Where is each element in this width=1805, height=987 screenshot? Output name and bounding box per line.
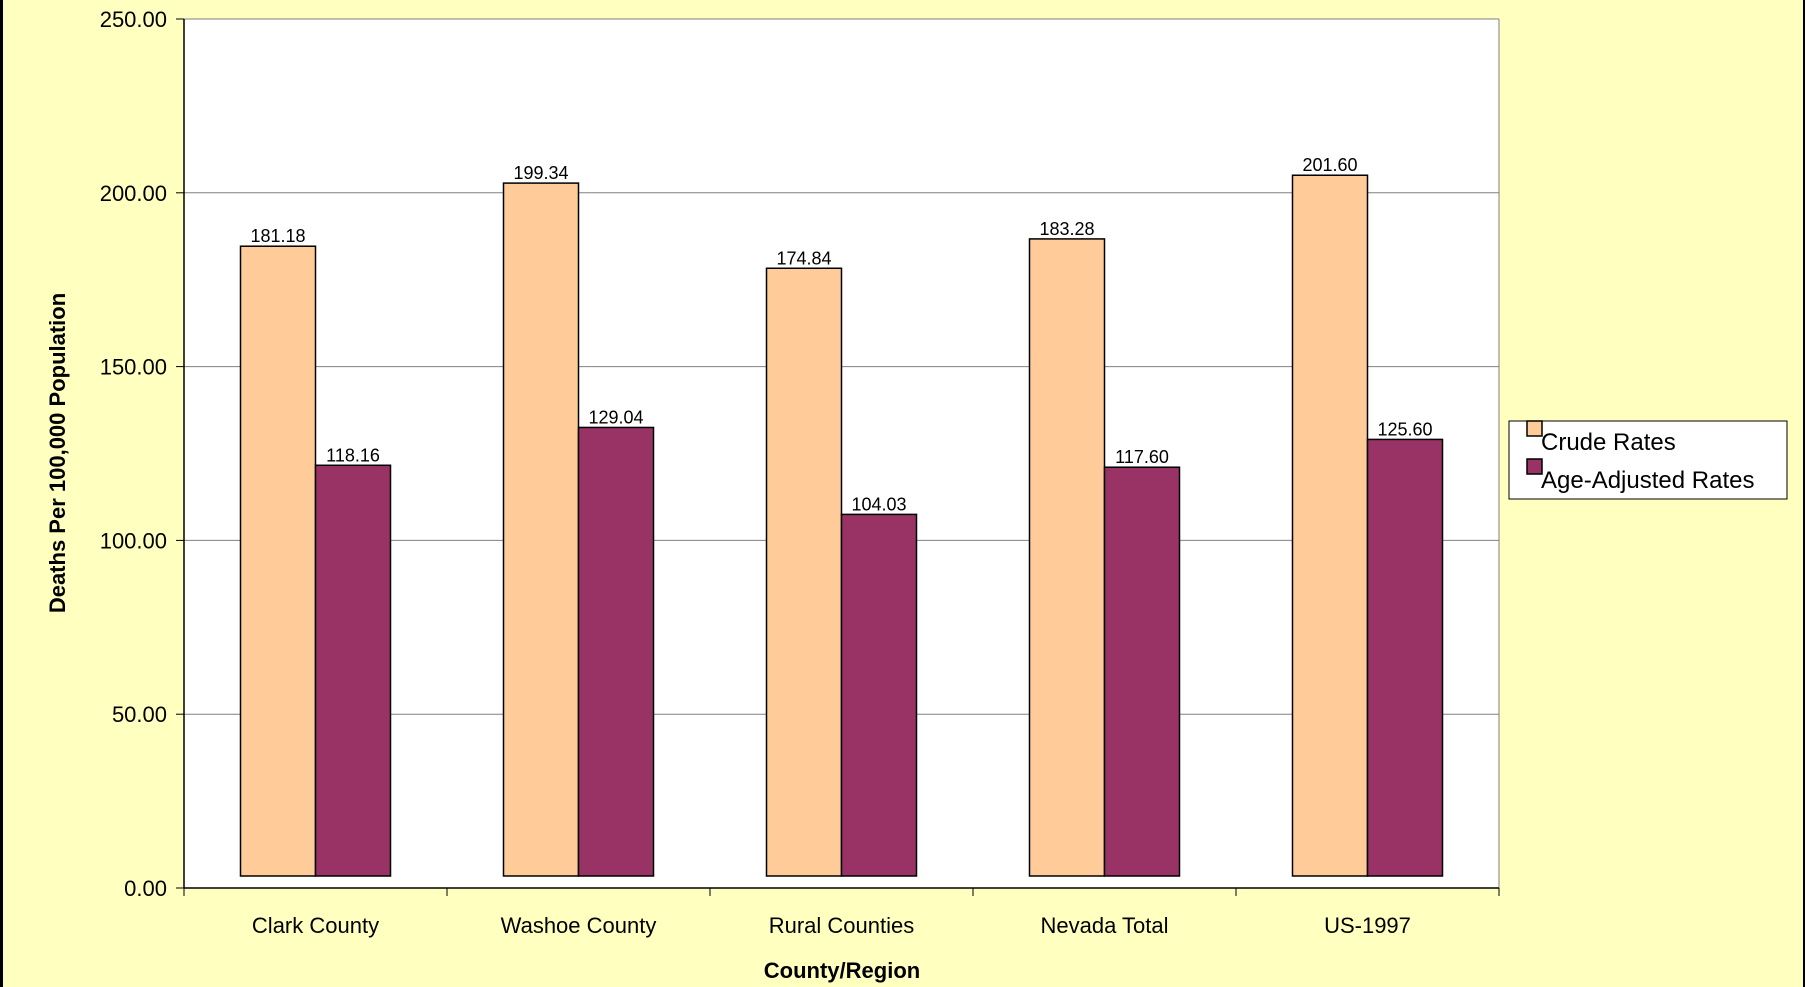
data-label: 125.60 [1377, 419, 1432, 439]
x-tick-label: Nevada Total [1040, 913, 1168, 938]
x-tick-label: Rural Counties [769, 913, 915, 938]
y-tick-label: 100.00 [100, 528, 167, 553]
data-label: 117.60 [1115, 447, 1169, 467]
data-labels: 181.18 199.34 174.84 183.28 201.60 118.16 129.… [250, 155, 1432, 514]
bar-age-adjusted-rate [840, 513, 918, 877]
axes: 0.00 50.00 100.00 150.00 200.00 250.00 Clark C… [100, 7, 1500, 938]
bar-crude-rate [1028, 238, 1106, 877]
legend-label-age-adjusted: Age-Adjusted Rates [1541, 467, 1754, 494]
x-tick-label: US-1997 [1324, 913, 1411, 938]
data-label: 174.84 [776, 248, 831, 268]
data-label: 201.60 [1302, 155, 1357, 175]
bar-age-adjusted-rate [314, 464, 392, 877]
x-tick-label: Clark County [252, 913, 379, 938]
x-axis-title: County/Region [764, 958, 920, 983]
x-tick-label: Washoe County [501, 913, 657, 938]
bar-chart: 0.00 50.00 100.00 150.00 200.00 250.00 Clark C… [45, 7, 1788, 983]
y-tick-label: 50.00 [112, 702, 167, 727]
data-label: 129.04 [588, 407, 643, 427]
legend-swatch-crude [1526, 420, 1543, 437]
bar-age-adjusted-rate [1103, 466, 1181, 877]
legend-label-crude: Crude Rates [1541, 429, 1676, 456]
legend-box [1508, 420, 1788, 500]
data-label: 199.34 [513, 163, 568, 183]
bar-age-adjusted-rate [577, 426, 655, 877]
data-label: 118.16 [326, 445, 380, 465]
data-label: 181.18 [250, 226, 305, 246]
y-tick-label: 150.00 [100, 355, 167, 380]
bar-age-adjusted-rate [1366, 438, 1444, 877]
y-tick-label: 250.00 [100, 7, 167, 32]
y-tick-label: 200.00 [100, 181, 167, 206]
y-tick-label: 0.00 [124, 876, 167, 901]
bar-crude-rate [1291, 174, 1369, 877]
data-label: 183.28 [1039, 219, 1094, 239]
bars [239, 174, 1444, 877]
legend-swatch-age-adjusted [1526, 458, 1543, 475]
bar-crude-rate [502, 182, 580, 877]
y-axis-title: Deaths Per 100,000 Population [45, 293, 70, 613]
bar-crude-rate [239, 245, 317, 877]
data-label: 104.03 [851, 494, 906, 514]
bar-crude-rate [765, 267, 843, 877]
legend: Crude Rates Age-Adjusted Rates [1508, 420, 1788, 500]
